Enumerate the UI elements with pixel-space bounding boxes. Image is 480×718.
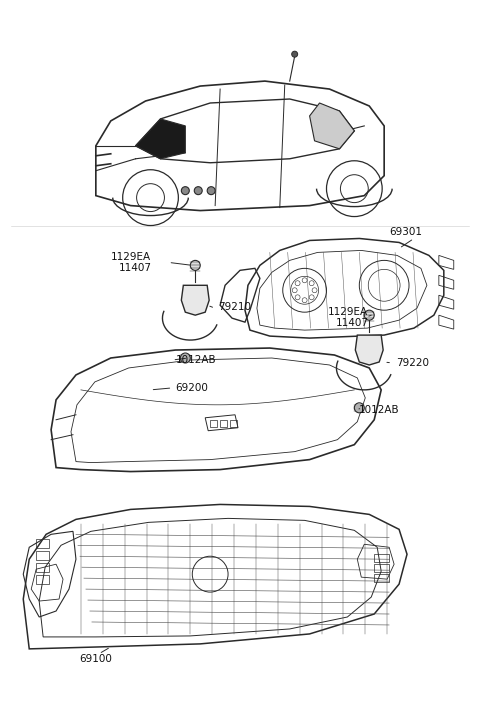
Text: 1012AB: 1012AB: [175, 355, 216, 365]
Circle shape: [292, 51, 298, 57]
Text: 1129EA: 1129EA: [327, 307, 368, 317]
Circle shape: [181, 187, 189, 195]
Circle shape: [180, 353, 190, 363]
Polygon shape: [136, 119, 185, 159]
Polygon shape: [355, 335, 383, 365]
Circle shape: [354, 403, 364, 413]
Circle shape: [190, 261, 200, 271]
Text: 79220: 79220: [396, 358, 429, 368]
Text: 69100: 69100: [79, 654, 112, 664]
Text: 79210: 79210: [218, 302, 251, 312]
Circle shape: [364, 310, 374, 320]
Text: 1129EA: 1129EA: [111, 253, 151, 262]
Circle shape: [194, 187, 202, 195]
Text: 69301: 69301: [389, 228, 422, 238]
Text: 69200: 69200: [175, 383, 208, 393]
Text: 11407: 11407: [336, 318, 369, 328]
Text: 11407: 11407: [119, 264, 152, 274]
Circle shape: [207, 187, 215, 195]
Polygon shape: [310, 103, 354, 149]
Polygon shape: [181, 285, 209, 315]
Text: 1012AB: 1012AB: [360, 405, 400, 415]
